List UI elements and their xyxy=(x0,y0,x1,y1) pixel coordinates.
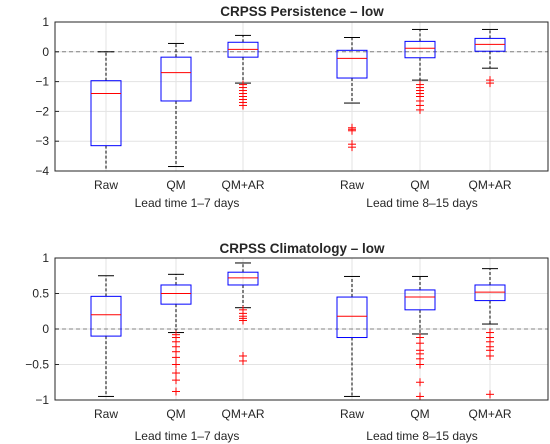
climatology-ytick-label: −1 xyxy=(35,393,49,407)
climatology-category-label: QM xyxy=(166,407,185,421)
climatology-qm-g2-outlier xyxy=(416,392,424,401)
persistence-category-label: QM+AR xyxy=(221,178,264,192)
persistence-ytick-label: 1 xyxy=(42,15,49,29)
climatology-title: CRPSS Climatology – low xyxy=(219,241,385,256)
climatology-ytick-label: −0.5 xyxy=(25,358,49,372)
persistence-ytick-label: −1 xyxy=(35,75,49,89)
climatology-qm-g2-outlier xyxy=(416,360,424,369)
persistence-ytick-label: −3 xyxy=(35,134,49,148)
climatology-category-label: Raw xyxy=(94,407,118,421)
climatology-category-label: Raw xyxy=(340,407,364,421)
climatology-raw-g2-box xyxy=(336,296,368,339)
persistence-qm-ar-g1-outlier xyxy=(239,101,247,110)
climatology-qm-ar-g1-outlier xyxy=(239,305,247,314)
climatology-qm-g1-outlier xyxy=(172,387,180,396)
climatology-panel: CRPSS Climatology – low 1 0.5 0 −0.5 −1 Raw Q… xyxy=(25,241,549,443)
persistence-qm-g2-box xyxy=(404,40,436,59)
persistence-raw-g2-outlier xyxy=(348,143,356,152)
climatology-qm-ar-g2-box xyxy=(474,284,506,302)
persistence-group-label-2: Lead time 8–15 days xyxy=(366,196,477,210)
climatology-qm-g1-outlier xyxy=(172,376,180,385)
climatology-ytick-label: 0.5 xyxy=(32,287,49,301)
climatology-qm-ar-g1-box xyxy=(227,271,259,286)
climatology-qm-ar-g2-outlier xyxy=(486,351,494,360)
persistence-group-label-1: Lead time 1–7 days xyxy=(135,196,240,210)
persistence-title: CRPSS Persistence – low xyxy=(220,4,384,19)
climatology-qm-g2-outlier xyxy=(416,339,424,348)
climatology-qm-g1-outlier xyxy=(172,360,180,369)
climatology-group-label-2: Lead time 8–15 days xyxy=(366,429,477,443)
persistence-category-label: Raw xyxy=(94,178,118,192)
persistence-category-label: QM xyxy=(410,178,429,192)
persistence-category-label: QM xyxy=(166,178,185,192)
persistence-category-label: Raw xyxy=(340,178,364,192)
climatology-category-label: QM+AR xyxy=(468,407,511,421)
persistence-ytick-label: −4 xyxy=(35,164,49,178)
persistence-qm-g2-outlier xyxy=(416,105,424,114)
climatology-qm-ar-g2-outlier xyxy=(486,390,494,399)
climatology-qm-g2-box xyxy=(404,289,436,311)
persistence-qm-ar-g2-outlier xyxy=(486,79,494,88)
persistence-axes-frame xyxy=(54,21,549,172)
persistence-panel: CRPSS Persistence – low 1 0 −1 −2 −3 −4 Raw QM… xyxy=(35,4,549,210)
climatology-ytick-label: 0 xyxy=(42,322,49,336)
climatology-qm-g1-outlier xyxy=(172,369,180,378)
climatology-category-label: QM xyxy=(410,407,429,421)
climatology-qm-g1-box xyxy=(160,284,192,305)
climatology-qm-ar-g1-outlier xyxy=(239,356,247,365)
persistence-raw-g2-box xyxy=(336,49,368,79)
persistence-ytick-label: −2 xyxy=(35,104,49,118)
climatology-ytick-label: 1 xyxy=(42,251,49,265)
persistence-raw-g2-outlier xyxy=(348,126,356,135)
persistence-category-label: QM+AR xyxy=(468,178,511,192)
climatology-raw-g1-box xyxy=(90,295,122,337)
persistence-qm-g1-box xyxy=(160,56,192,102)
climatology-group-label-1: Lead time 1–7 days xyxy=(135,429,240,443)
climatology-qm-g2-outlier xyxy=(416,378,424,387)
persistence-ytick-label: 0 xyxy=(42,45,49,59)
persistence-raw-g1-box xyxy=(90,80,122,147)
climatology-qm-g1-outlier xyxy=(172,353,180,362)
climatology-category-label: QM+AR xyxy=(221,407,264,421)
